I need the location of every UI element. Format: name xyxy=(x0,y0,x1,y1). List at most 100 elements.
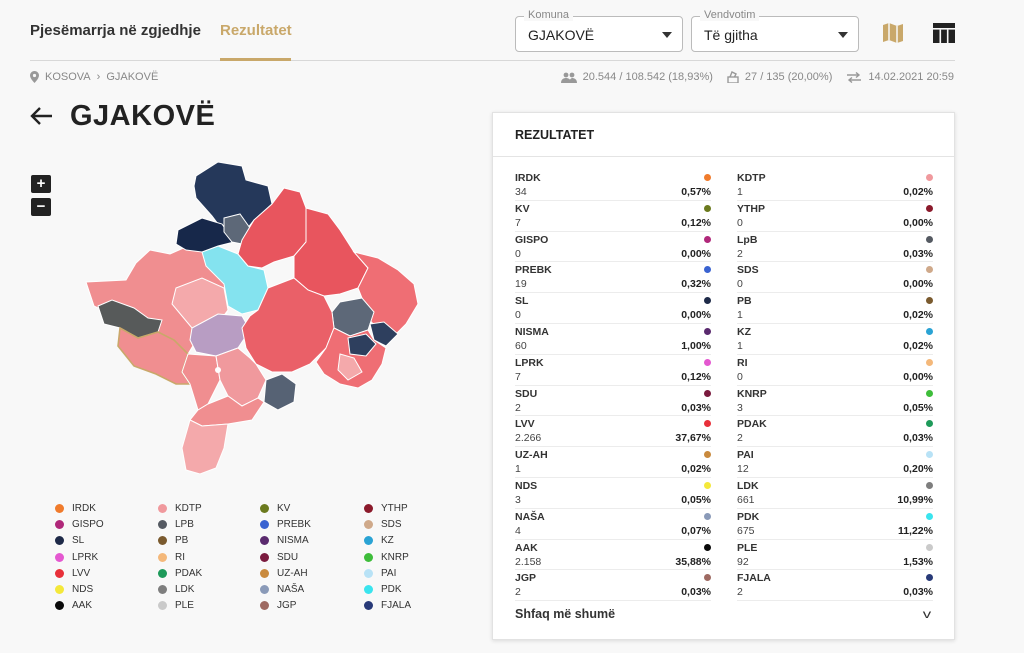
zoom-out-button[interactable]: − xyxy=(31,198,51,216)
result-item[interactable]: PDAK 2 0,03% xyxy=(737,416,933,448)
legend-color-dot xyxy=(364,536,373,546)
legend-item[interactable]: GISPO xyxy=(55,516,158,532)
legend-label: KZ xyxy=(381,535,394,547)
legend-item[interactable]: JGP xyxy=(260,598,364,614)
result-item[interactable]: LPRK 7 0,12% xyxy=(515,355,711,386)
result-party-name: PLE xyxy=(737,541,758,554)
result-party-name: PDAK xyxy=(737,418,767,431)
chevron-down-icon[interactable]: v xyxy=(922,607,932,621)
tab-results[interactable]: Rezultatet xyxy=(220,22,292,39)
map-region-light xyxy=(337,353,363,381)
legend-item[interactable]: KNRP xyxy=(364,549,464,565)
result-item[interactable]: KZ 1 0,02% xyxy=(737,324,933,355)
results-panel-title: REZULTATET xyxy=(493,113,954,157)
result-party-name: NISMA xyxy=(515,325,549,338)
legend-color-dot xyxy=(158,519,167,529)
legend-item[interactable]: AAK xyxy=(55,598,158,614)
legend-item[interactable]: LPRK xyxy=(55,549,158,565)
map-region xyxy=(215,347,267,407)
result-item[interactable]: NISMA 60 1,00% xyxy=(515,324,711,355)
result-item[interactable]: LpB 2 0,03% xyxy=(737,232,933,263)
map-region-dark xyxy=(97,299,163,339)
result-item[interactable]: FJALA 2 0,03% xyxy=(737,570,933,602)
legend-color-dot xyxy=(364,519,373,529)
legend-color-dot xyxy=(158,585,167,595)
legend-item[interactable]: IRDK xyxy=(55,500,158,516)
result-item[interactable]: NDS 3 0,05% xyxy=(515,478,711,509)
breadcrumb-country[interactable]: KOSOVA xyxy=(45,71,91,83)
kosovo-map[interactable] xyxy=(78,158,428,478)
tab-participation[interactable]: Pjesëmarrja në zgjedhje xyxy=(30,22,201,39)
result-item[interactable]: KNRP 3 0,05% xyxy=(737,386,933,417)
result-item[interactable]: YTHP 0 0,00% xyxy=(737,201,933,232)
legend-item[interactable]: RI xyxy=(158,549,260,565)
result-item[interactable]: KV 7 0,12% xyxy=(515,201,711,232)
result-color-dot xyxy=(926,327,933,335)
result-item[interactable]: LVV 2.266 37,67% xyxy=(515,416,711,448)
legend-item[interactable]: KV xyxy=(260,500,364,516)
legend-item[interactable]: LDK xyxy=(158,581,260,597)
legend-color-dot xyxy=(364,601,373,611)
result-item[interactable]: PAI 12 0,20% xyxy=(737,447,933,478)
legend-item[interactable]: LPB xyxy=(158,516,260,532)
legend-item[interactable]: SDU xyxy=(260,549,364,565)
top-nav: Pjesëmarrja në zgjedhje Rezultatet Komun… xyxy=(30,0,955,61)
result-item[interactable]: AAK 2.158 35,88% xyxy=(515,540,711,571)
result-votes: 3 xyxy=(515,493,521,506)
legend-item[interactable]: PB xyxy=(158,533,260,549)
legend-label: LPRK xyxy=(72,551,99,563)
legend-item[interactable]: SL xyxy=(55,533,158,549)
result-color-dot xyxy=(704,451,711,459)
legend-item[interactable]: NISMA xyxy=(260,533,364,549)
zoom-in-button[interactable]: + xyxy=(31,175,51,193)
legend-color-dot xyxy=(55,503,64,513)
result-item[interactable]: SL 0 0,00% xyxy=(515,293,711,324)
result-item[interactable]: RI 0 0,00% xyxy=(737,355,933,386)
result-item[interactable]: SDS 0 0,00% xyxy=(737,262,933,294)
result-item[interactable]: GISPO 0 0,00% xyxy=(515,232,711,263)
legend-item[interactable]: KZ xyxy=(364,533,464,549)
legend-item[interactable]: NDS xyxy=(55,581,158,597)
result-color-dot xyxy=(704,389,711,397)
result-item[interactable]: NAŠA 4 0,07% xyxy=(515,509,711,540)
result-votes: 7 xyxy=(515,370,521,383)
result-item[interactable]: PB 1 0,02% xyxy=(737,293,933,324)
result-item[interactable]: SDU 2 0,03% xyxy=(515,386,711,417)
legend-label: PAI xyxy=(381,567,397,579)
result-item[interactable]: UZ-AH 1 0,02% xyxy=(515,447,711,478)
result-item[interactable]: PREBK 19 0,32% xyxy=(515,262,711,294)
legend-item[interactable]: UZ-AH xyxy=(260,565,364,581)
table-view-icon[interactable] xyxy=(931,20,957,46)
result-votes: 92 xyxy=(737,555,749,568)
legend-item[interactable]: SDS xyxy=(364,516,464,532)
legend-item[interactable]: KDTP xyxy=(158,500,260,516)
legend-item[interactable]: LVV xyxy=(55,565,158,581)
map-region xyxy=(241,277,335,373)
voting-place-select[interactable]: Vendvotim Të gjitha xyxy=(691,9,859,52)
result-votes: 2 xyxy=(737,432,743,445)
municipality-select[interactable]: Komuna GJAKOVË xyxy=(515,9,683,52)
result-item[interactable]: PDK 675 11,22% xyxy=(737,509,933,540)
voting-place-select-label: Vendvotim xyxy=(700,9,760,21)
result-item[interactable]: LDK 661 10,99% xyxy=(737,478,933,509)
legend-item[interactable]: PAI xyxy=(364,565,464,581)
result-item[interactable]: KDTP 1 0,02% xyxy=(737,170,933,201)
legend-label: LDK xyxy=(175,584,195,596)
legend-item[interactable]: NAŠA xyxy=(260,581,364,597)
result-item[interactable]: PLE 92 1,53% xyxy=(737,540,933,571)
legend-item[interactable]: PREBK xyxy=(260,516,364,532)
map-view-icon[interactable] xyxy=(880,20,906,46)
show-more-button[interactable]: Shfaq më shumë xyxy=(515,607,616,621)
result-percentage: 0,03% xyxy=(903,432,933,445)
legend-item[interactable]: YTHP xyxy=(364,500,464,516)
result-item[interactable]: JGP 2 0,03% xyxy=(515,570,711,602)
back-arrow-icon[interactable] xyxy=(30,103,54,131)
result-item[interactable]: IRDK 34 0,57% xyxy=(515,170,711,201)
legend-item[interactable]: PDAK xyxy=(158,565,260,581)
legend-item[interactable]: FJALA xyxy=(364,598,464,614)
result-votes: 1 xyxy=(737,186,743,198)
result-color-dot xyxy=(704,574,711,582)
result-percentage: 0,00% xyxy=(681,309,711,322)
legend-item[interactable]: PLE xyxy=(158,598,260,614)
legend-item[interactable]: PDK xyxy=(364,581,464,597)
